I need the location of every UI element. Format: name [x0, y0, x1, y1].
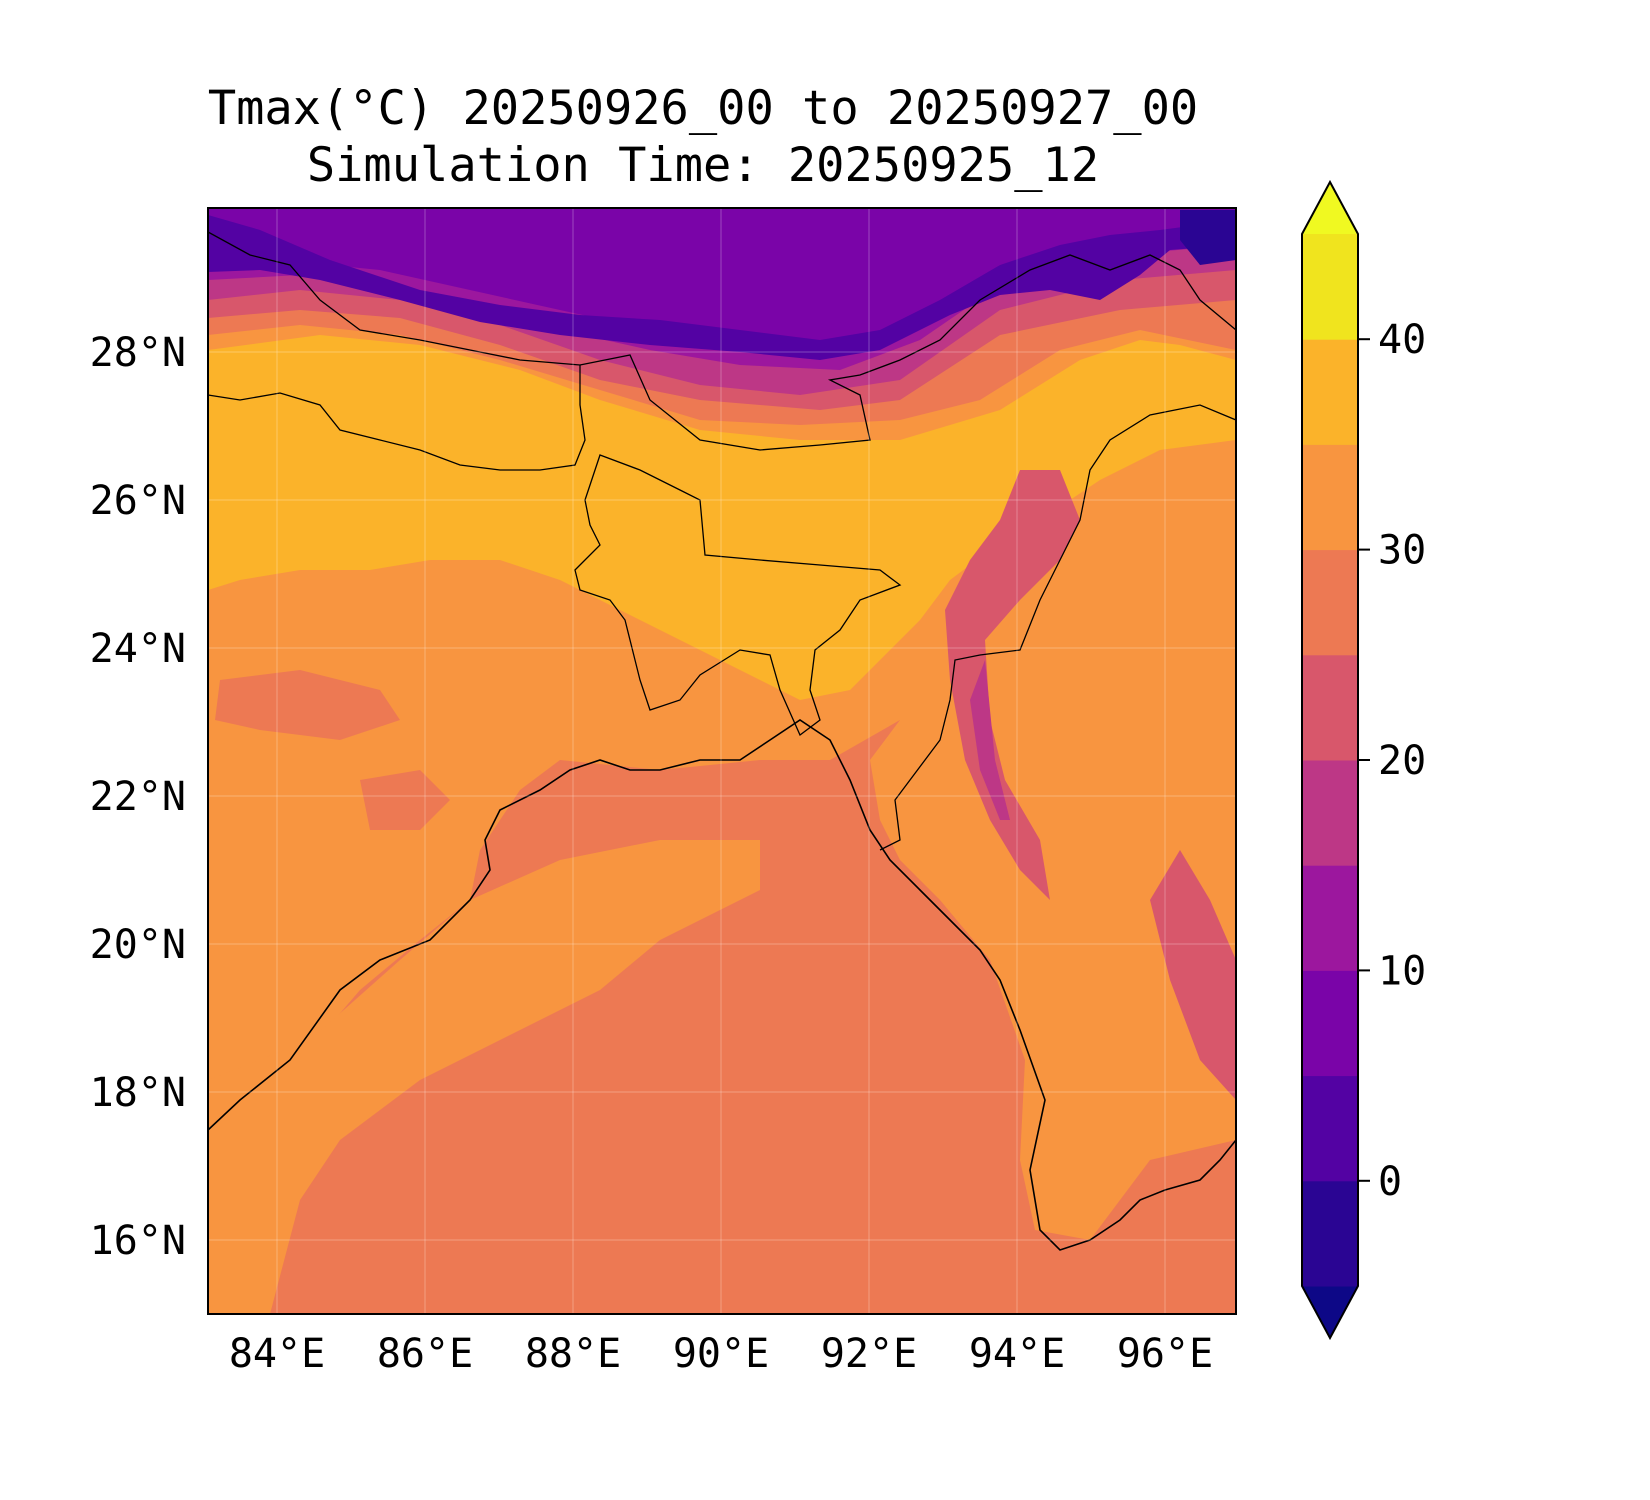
x-axis-labels: 84°E 86°E 88°E 90°E 92°E 94°E 96°E: [229, 1331, 1213, 1377]
colorbar-level-30-35: [1302, 444, 1358, 551]
colorbar: 0 10 20 30 40: [1301, 179, 1426, 1341]
y-axis-labels: 28°N 26°N 24°N 22°N 20°N 18°N 16°N: [90, 330, 186, 1264]
border-myanmar-northeast: [879, 404, 1236, 851]
x-tick-label: 88°E: [525, 1331, 621, 1377]
chart-title: Tmax(°C) 20250926_00 to 20250927_00: [208, 81, 1198, 136]
colorbar-level-5-10: [1302, 970, 1358, 1077]
border-nepal-south: [208, 365, 586, 471]
coastline: [208, 719, 1236, 1251]
temperature-band-india-east-25-30: [215, 670, 400, 740]
chart-subtitle: Simulation Time: 20250925_12: [307, 138, 1099, 193]
colorbar-extend-min: [1302, 1286, 1358, 1338]
colorbar-tick-label: 0: [1378, 1159, 1402, 1205]
colorbar-level-15-20: [1302, 760, 1358, 866]
gridlines: [208, 208, 1236, 1314]
map-panel: [208, 208, 1236, 1314]
temperature-band-india-south-25-30: [360, 770, 450, 830]
x-tick-label: 84°E: [229, 1331, 325, 1377]
temperature-band-hills-15-20: [970, 660, 1010, 820]
x-tick-label: 92°E: [821, 1331, 917, 1377]
colorbar-tick-label: 40: [1378, 317, 1426, 363]
colorbar-level-35-40: [1302, 339, 1358, 445]
temperature-band-30-35-sea: [208, 840, 760, 1314]
y-tick-label: 24°N: [90, 626, 186, 672]
temperature-band-5-10: [208, 208, 1236, 350]
border-bangladesh: [574, 454, 902, 737]
x-tick-label: 96°E: [1117, 1331, 1213, 1377]
y-tick-label: 20°N: [90, 922, 186, 968]
colorbar-level-10-15: [1302, 865, 1358, 971]
colorbar-tick-label: 10: [1378, 948, 1426, 994]
x-tick-label: 86°E: [377, 1331, 473, 1377]
temperature-band-hills-20-25: [945, 470, 1080, 900]
colorbar-level-0-5: [1302, 1075, 1358, 1182]
colorbar-outline: [1301, 179, 1359, 1341]
temperature-band-0-5: [208, 215, 1236, 360]
x-tick-label: 90°E: [673, 1331, 769, 1377]
colorbar-level-20-25: [1302, 654, 1358, 761]
colorbar-level-25-30: [1302, 549, 1358, 656]
colorbar-tick-label: 20: [1378, 738, 1426, 784]
colorbar-level-40-45: [1302, 234, 1358, 340]
y-tick-label: 28°N: [90, 330, 186, 376]
y-tick-label: 16°N: [90, 1218, 186, 1264]
colorbar-extend-max: [1302, 182, 1358, 234]
temperature-band-below-0: [1180, 210, 1236, 265]
colorbar-level--5-0: [1302, 1180, 1358, 1287]
map-frame: [207, 207, 1237, 1315]
y-tick-label: 22°N: [90, 774, 186, 820]
temperature-band-hills-right: [1150, 850, 1236, 1100]
y-tick-label: 26°N: [90, 478, 186, 524]
y-tick-label: 18°N: [90, 1070, 186, 1116]
x-tick-label: 94°E: [969, 1331, 1065, 1377]
temperature-band-35-40: [208, 335, 1236, 700]
colorbar-tick-label: 30: [1378, 528, 1426, 574]
border-himalaya: [208, 231, 1236, 451]
